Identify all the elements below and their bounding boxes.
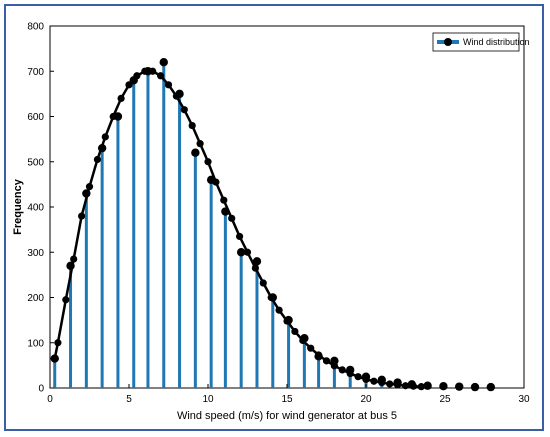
curve-point: [172, 92, 180, 100]
stem-marker: [423, 381, 432, 390]
curve-point: [243, 248, 252, 256]
curve-point: [267, 293, 275, 302]
curve-point: [93, 155, 101, 164]
legend-box: [432, 32, 520, 52]
stem-marker: [470, 382, 480, 392]
y-axis-ticks: 0 100 200 300 400 500 600 700 800: [27, 22, 54, 395]
curve-point: [338, 366, 346, 374]
stem-marker: [439, 381, 448, 391]
curve-point: [409, 382, 417, 390]
curve-point: [401, 382, 410, 390]
curve-point: [117, 94, 125, 102]
curve-point: [157, 72, 165, 80]
y-tick-label: 400: [27, 203, 44, 214]
curve-point: [370, 377, 378, 385]
curve-point: [62, 296, 70, 304]
plot-area: [49, 25, 525, 389]
curve-point: [283, 317, 291, 325]
stem-marker: [252, 257, 262, 266]
curve-point: [330, 362, 338, 370]
curve-point: [259, 279, 267, 287]
curve-point: [299, 336, 307, 345]
chart-frame: 0 5 10 15 20 25 30 0 100 200 300 400 500 600 700 800 W…: [4, 4, 544, 431]
y-tick-label: 0: [38, 384, 44, 395]
curve-point: [180, 106, 188, 114]
curve-point: [101, 133, 109, 141]
x-axis-ticks: 0 5 10 15 20 25 30: [47, 384, 530, 405]
curve-point: [315, 351, 323, 359]
x-tick-label: 5: [126, 394, 132, 405]
curve-point: [109, 112, 117, 121]
curve-point: [149, 67, 157, 75]
stem-marker: [159, 58, 168, 67]
x-tick-label: 10: [202, 394, 214, 405]
x-tick-label: 30: [518, 394, 530, 405]
curve-point: [275, 306, 283, 314]
y-tick-label: 200: [27, 293, 44, 304]
y-axis-label: Frequency: [12, 178, 24, 235]
y-tick-label: 300: [27, 248, 44, 259]
x-tick-label: 0: [47, 394, 53, 405]
stem-marker: [486, 382, 496, 392]
curve-point: [307, 344, 315, 352]
curve-point: [394, 381, 402, 389]
y-tick-label: 600: [27, 112, 44, 123]
curve-point: [386, 380, 394, 388]
curve-point: [141, 67, 149, 75]
y-tick-label: 700: [27, 67, 44, 78]
curve-point: [188, 121, 196, 130]
curve-point: [51, 354, 59, 363]
curve-point: [362, 375, 370, 384]
curve-point: [417, 383, 425, 391]
curve-point: [228, 214, 236, 222]
x-tick-label: 15: [281, 394, 293, 405]
curve-point: [291, 327, 299, 336]
curve-point: [164, 81, 173, 89]
curve-point: [133, 72, 141, 80]
curve-point: [125, 81, 133, 89]
curve-point: [322, 357, 331, 365]
stem-marker: [191, 148, 200, 157]
curve-point: [378, 378, 386, 387]
y-tick-label: 800: [27, 22, 44, 33]
stem-marker: [236, 248, 246, 257]
y-tick-label: 100: [27, 338, 44, 349]
curve-point: [54, 339, 62, 347]
curve-point: [212, 178, 220, 186]
x-axis-label: Wind speed (m/s) for wind generator at b…: [177, 410, 397, 422]
curve-point: [78, 212, 86, 220]
curve-point: [251, 264, 259, 272]
legend-label: Wind distribution: [463, 37, 530, 47]
stem-marker: [455, 382, 464, 391]
x-tick-label: 20: [360, 394, 372, 405]
curve-point: [346, 369, 354, 378]
curve-point: [85, 183, 94, 191]
x-tick-label: 25: [439, 394, 451, 405]
curve-point: [204, 158, 212, 166]
y-tick-label: 500: [27, 157, 44, 168]
wind-distribution-chart: 0 5 10 15 20 25 30 0 100 200 300 400 500 600 700 800 W…: [12, 22, 530, 423]
legend-swatch-marker: [444, 38, 452, 46]
fitted-curve: [51, 67, 425, 391]
curve-point: [354, 373, 362, 381]
curve-point: [236, 232, 244, 241]
curve-point: [70, 255, 78, 263]
curve-point: [196, 140, 204, 148]
legend: Wind distribution: [432, 32, 530, 52]
curve-point: [220, 196, 228, 204]
